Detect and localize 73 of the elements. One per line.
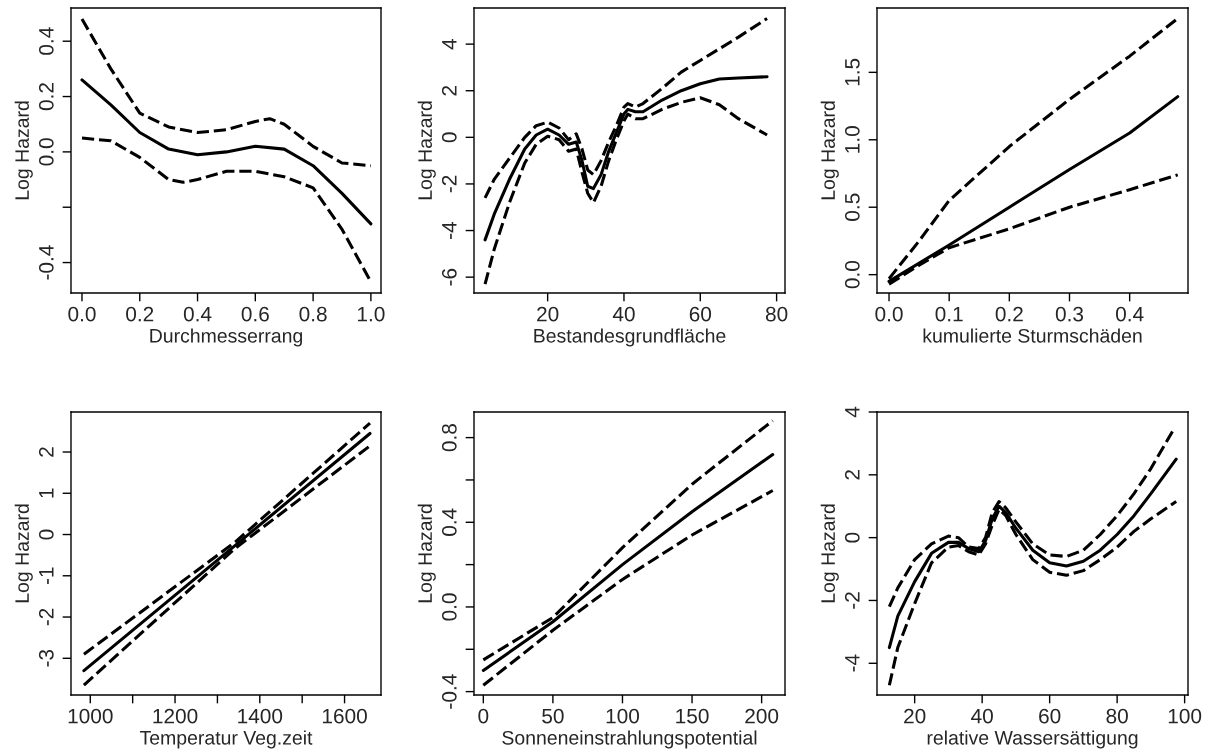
y-tick-label: 0.0 xyxy=(38,138,54,166)
y-tick-label: 2 xyxy=(38,447,54,457)
x-tick-label: 0.4 xyxy=(1115,306,1144,322)
x-tick-label: 0.8 xyxy=(299,306,327,322)
x-tick-label: 1600 xyxy=(322,708,367,724)
y-axis-title: Log Hazard xyxy=(417,504,436,603)
y-tick-label: -1 xyxy=(39,567,54,585)
x-tick-label: 100 xyxy=(1168,708,1202,724)
y-tick-label: -2 xyxy=(441,175,457,193)
x-tick-label: 1400 xyxy=(238,708,283,724)
x-tick-label: 20 xyxy=(904,708,926,724)
y-tick-label: -6 xyxy=(441,268,457,286)
y-tick-label: -2 xyxy=(38,608,54,626)
y-tick-label: -3 xyxy=(38,649,54,667)
x-axis-title: Sonneneinstrahlungspotential xyxy=(502,730,757,749)
y-tick-label: -0.4 xyxy=(441,674,457,709)
x-axis-title: Durchmesserrang xyxy=(150,328,303,347)
y-tick-label: 1 xyxy=(39,488,54,498)
y-tick-label: 0.0 xyxy=(844,260,860,289)
x-tick-label: 200 xyxy=(745,708,779,724)
x-tick-label: 50 xyxy=(542,708,564,724)
y-tick-label: 0 xyxy=(38,529,54,540)
y-tick-label: 0.5 xyxy=(844,193,860,221)
x-axis-title: Bestandesgrundfläche xyxy=(534,328,726,347)
line-series xyxy=(80,78,373,226)
y-tick-label: 1.0 xyxy=(844,126,860,153)
y-axis-title: Log Hazard xyxy=(417,101,436,200)
x-tick-label: 0 xyxy=(478,708,489,724)
x-tick-label: 20 xyxy=(537,306,559,322)
y-tick-label: 2 xyxy=(441,85,457,96)
y-tick-label: 0 xyxy=(844,532,860,543)
x-tick-label: 0.6 xyxy=(241,306,269,322)
x-tick-label: 150 xyxy=(676,708,709,724)
x-axis-title: relative Wassersättigung xyxy=(927,730,1138,749)
y-tick-label: 1.5 xyxy=(845,58,860,86)
y-axis-title: Log Hazard xyxy=(14,504,33,603)
y-tick-label: 0.2 xyxy=(38,83,54,111)
y-tick-label: 2 xyxy=(844,470,860,480)
x-tick-label: 1000 xyxy=(68,708,113,724)
y-axis-title: Log Hazard xyxy=(14,101,33,200)
line-series xyxy=(80,17,373,168)
line-series xyxy=(481,489,775,687)
x-tick-label: 40 xyxy=(612,306,635,322)
y-tick-label: 0 xyxy=(441,132,457,143)
x-tick-label: 0.2 xyxy=(126,306,154,322)
y-tick-label: -4 xyxy=(442,221,457,239)
x-tick-label: 80 xyxy=(1106,708,1128,724)
y-axis-title: Log Hazard xyxy=(820,101,839,200)
x-tick-label: 80 xyxy=(765,306,788,322)
x-tick-label: 1200 xyxy=(153,708,198,724)
x-tick-label: 40 xyxy=(971,708,993,724)
y-tick-label: -4 xyxy=(845,654,860,672)
y-tick-label: -0.4 xyxy=(38,245,54,280)
y-tick-label: 0.8 xyxy=(441,424,457,452)
x-axis-title: kumulierte Sturmschäden xyxy=(923,328,1142,343)
y-tick-label: 4 xyxy=(442,38,457,50)
y-tick-label: 0.4 xyxy=(441,508,457,536)
y-tick-label: -2 xyxy=(844,592,860,609)
x-tick-label: 0.3 xyxy=(1055,306,1084,322)
x-tick-label: 1.0 xyxy=(358,306,385,322)
y-tick-label: 4 xyxy=(845,406,860,418)
x-tick-label: 60 xyxy=(689,306,712,322)
y-tick-label: 0.4 xyxy=(38,27,54,55)
y-tick-label: 0.0 xyxy=(441,593,457,621)
x-tick-label: 60 xyxy=(1039,708,1061,724)
x-tick-label: 0.0 xyxy=(68,306,96,322)
x-tick-label: 0.2 xyxy=(995,306,1023,322)
x-tick-label: 0.0 xyxy=(875,306,903,322)
x-tick-label: 0.4 xyxy=(183,306,212,322)
x-tick-label: 0.1 xyxy=(935,306,963,322)
x-tick-label: 100 xyxy=(606,708,640,724)
x-axis-title: Temperatur Veg.zeit xyxy=(139,730,313,749)
y-axis-title: Log Hazard xyxy=(820,504,839,603)
